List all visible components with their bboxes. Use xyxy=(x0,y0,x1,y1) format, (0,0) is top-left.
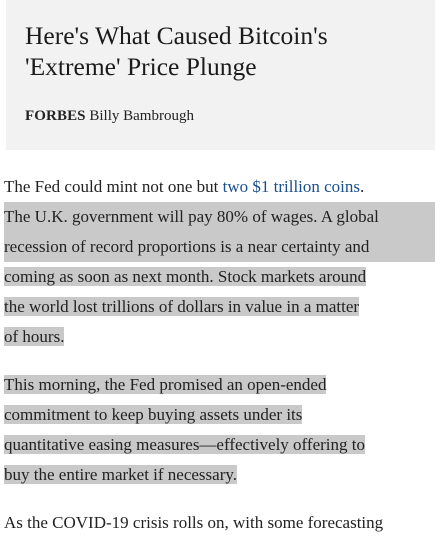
paragraph-2-line-2: commitment to keep buying assets under i… xyxy=(4,400,440,430)
paragraph-gap xyxy=(4,490,440,508)
paragraph-2-line-1: This morning, the Fed promised an open-e… xyxy=(4,370,440,400)
article-body: The Fed could mint not one but two $1 tr… xyxy=(4,172,440,538)
highlighted-text[interactable]: the world lost trillions of dollars in v… xyxy=(4,297,360,316)
paragraph-1-line-4: coming as soon as next month. Stock mark… xyxy=(4,262,440,292)
paragraph-1-line-2: The U.K. government will pay 80% of wage… xyxy=(4,202,440,232)
highlighted-text[interactable]: This morning, the Fed promised an open-e… xyxy=(4,375,327,394)
author-name: Billy Bambrough xyxy=(89,108,194,124)
source-name: FORBES xyxy=(25,108,86,124)
highlighted-text[interactable]: The U.K. government will pay 80% of wage… xyxy=(4,202,435,232)
title-line-2: 'Extreme' Price Plunge xyxy=(25,52,257,81)
highlighted-text[interactable]: buy the entire market if necessary. xyxy=(4,465,238,484)
two-trillion-coins-link[interactable]: two $1 trillion coins xyxy=(222,177,361,196)
paragraph-gap xyxy=(4,352,440,370)
text-span: The Fed could mint not one but xyxy=(4,177,223,196)
article-byline: FORBES Billy Bambrough xyxy=(25,106,194,126)
highlighted-text[interactable]: commitment to keep buying assets under i… xyxy=(4,405,303,424)
paragraph-2-line-3: quantitative easing measures—effectively… xyxy=(4,430,440,460)
paragraph-3-line-1: As the COVID-19 crisis rolls on, with so… xyxy=(4,508,440,538)
highlighted-text[interactable]: coming as soon as next month. Stock mark… xyxy=(4,267,367,286)
paragraph-1-line-6: of hours. xyxy=(4,322,440,352)
paragraph-2-line-4: buy the entire market if necessary. xyxy=(4,460,440,490)
text-span: . xyxy=(360,177,365,196)
text-span: As the COVID-19 crisis rolls on, with so… xyxy=(4,513,384,532)
highlighted-text[interactable]: of hours. xyxy=(4,327,65,346)
paragraph-1-line-1: The Fed could mint not one but two $1 tr… xyxy=(4,172,440,202)
article-title[interactable]: Here's What Caused Bitcoin's 'Extreme' P… xyxy=(25,20,425,82)
paragraph-1-line-3: recession of record proportions is a nea… xyxy=(4,232,440,262)
article-card[interactable]: Here's What Caused Bitcoin's 'Extreme' P… xyxy=(6,0,435,150)
paragraph-1-line-5: the world lost trillions of dollars in v… xyxy=(4,292,440,322)
highlighted-text[interactable]: quantitative easing measures—effectively… xyxy=(4,435,365,454)
highlighted-text[interactable]: recession of record proportions is a nea… xyxy=(4,232,435,262)
title-line-1: Here's What Caused Bitcoin's xyxy=(25,21,328,50)
